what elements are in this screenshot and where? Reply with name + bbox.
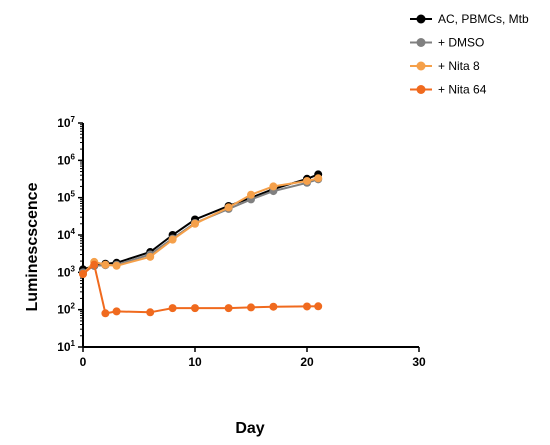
legend-label: + Nita 8 [438, 59, 480, 73]
data-point [112, 261, 121, 270]
axes: 101 102 103 104 105 106 107 0 10 20 30 [57, 115, 426, 369]
x-tick-label: 20 [300, 355, 314, 369]
series-line [82, 262, 319, 315]
legend-label: AC, PBMCs, Mtb [438, 12, 529, 26]
x-tick-label: 30 [412, 355, 426, 369]
data-point [168, 304, 177, 313]
legend-marker [416, 85, 426, 94]
data-point [191, 219, 199, 228]
data-point [90, 260, 99, 269]
data-point [224, 203, 233, 212]
data-point [112, 307, 121, 316]
y-tick-label: 105 [57, 190, 75, 205]
data-point [146, 252, 155, 261]
data-point [269, 302, 278, 311]
legend-marker [416, 14, 426, 24]
data-point [314, 302, 323, 311]
data-point [79, 270, 87, 279]
data-point [247, 190, 255, 199]
data-point [303, 302, 311, 311]
legend-marker [416, 38, 426, 47]
x-tick-label: 0 [80, 355, 87, 369]
x-axis-title: Day [235, 420, 264, 437]
series-layer [79, 170, 323, 318]
y-tick-label: 104 [57, 227, 75, 242]
y-axis-title: Luminescscence [24, 182, 41, 311]
data-point [269, 182, 278, 191]
series-4 [79, 260, 323, 318]
y-tick-label: 103 [57, 264, 75, 279]
legend-label: + Nita 64 [438, 83, 487, 97]
data-point [101, 309, 110, 318]
y-tick-label: 107 [57, 115, 75, 130]
data-point [247, 303, 255, 312]
legend-item: + DMSO [410, 36, 484, 50]
y-tick-label: 102 [57, 302, 75, 317]
data-point [191, 304, 199, 313]
legend: AC, PBMCs, Mtb + DMSO + Nita 8 + Nita 64 [410, 12, 529, 97]
series-2 [79, 175, 323, 277]
data-point [101, 260, 110, 269]
x-tick-label: 10 [188, 355, 202, 369]
legend-item: + Nita 8 [410, 59, 480, 73]
legend-label: + DMSO [438, 36, 484, 50]
legend-item: AC, PBMCs, Mtb [410, 12, 529, 26]
legend-marker [416, 61, 426, 71]
data-point [224, 304, 233, 313]
data-point [146, 308, 155, 317]
legend-item: + Nita 64 [410, 83, 487, 97]
series-line [82, 178, 319, 274]
data-point [303, 176, 311, 185]
y-tick-label: 101 [57, 339, 75, 354]
data-point [168, 235, 177, 244]
data-point [314, 174, 323, 183]
series-3 [79, 174, 323, 279]
y-tick-label: 106 [57, 152, 75, 167]
